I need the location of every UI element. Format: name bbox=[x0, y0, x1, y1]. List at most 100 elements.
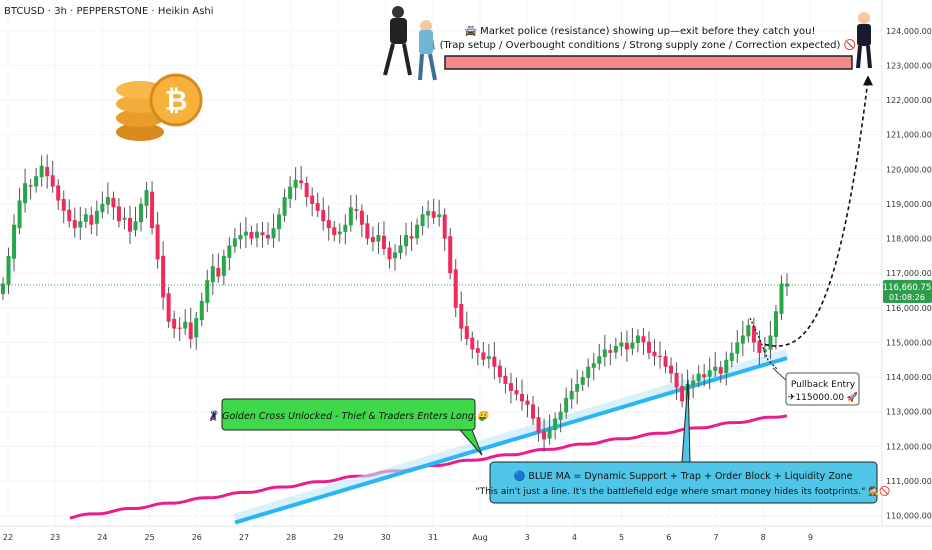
candle-body bbox=[83, 214, 88, 222]
candle-body bbox=[188, 322, 193, 339]
time-tick-label: 24 bbox=[97, 533, 107, 542]
candle-body bbox=[277, 214, 282, 230]
candle-body bbox=[575, 384, 580, 392]
candle-body bbox=[729, 352, 734, 362]
police-chase-illustration bbox=[383, 6, 437, 81]
candle-body bbox=[481, 352, 486, 360]
candle-body bbox=[724, 359, 729, 373]
blue-ma-box bbox=[489, 461, 878, 504]
candle-body bbox=[773, 311, 778, 337]
price-tick-label: 117,000.00 bbox=[886, 269, 932, 278]
candle-body bbox=[531, 404, 536, 419]
golden-cross-pointer bbox=[458, 429, 483, 456]
candle-body bbox=[514, 390, 519, 395]
candle-body bbox=[475, 348, 480, 353]
candle-body bbox=[630, 342, 635, 349]
candle-body bbox=[100, 203, 105, 213]
price-tick-label: 120,000.00 bbox=[886, 165, 932, 174]
candle-body bbox=[658, 355, 663, 358]
candle-body bbox=[359, 210, 364, 225]
candle-body bbox=[691, 380, 696, 386]
candle-body bbox=[332, 227, 337, 236]
candle-body bbox=[404, 235, 409, 247]
candle-body bbox=[28, 185, 33, 187]
candle-body bbox=[740, 335, 745, 344]
candle-body bbox=[591, 363, 596, 368]
candle-body bbox=[376, 235, 381, 242]
blue-ma-text-line2: "This ain't just a line. It's the battle… bbox=[475, 485, 890, 497]
candle-body bbox=[652, 351, 657, 357]
police-officer-illustration bbox=[856, 12, 872, 69]
golden-cross-note[interactable]: 🦹 Golden Cross Unlocked - Thief & Trader… bbox=[207, 398, 491, 456]
candle-body bbox=[558, 411, 563, 420]
candle-body bbox=[508, 383, 513, 391]
candle-body bbox=[580, 377, 585, 385]
candle-body bbox=[470, 337, 475, 350]
pullback-box bbox=[785, 372, 860, 406]
resistance-annotation[interactable]: 🚔 Market police (resistance) showing up—… bbox=[424, 25, 856, 70]
candle-body bbox=[310, 195, 315, 204]
price-tick-label: 115,000.00 bbox=[886, 338, 932, 347]
resistance-zone bbox=[444, 55, 853, 70]
price-tick-label: 113,000.00 bbox=[886, 408, 932, 417]
candle-body bbox=[503, 375, 508, 385]
candle-body bbox=[105, 197, 110, 205]
bitcoin-coins-illustration: ₿ bbox=[116, 73, 203, 141]
candle-body bbox=[343, 224, 348, 232]
candle-body bbox=[232, 238, 237, 247]
candle-body bbox=[243, 231, 248, 236]
candle-body bbox=[260, 232, 265, 236]
annotations-layer bbox=[749, 75, 873, 371]
candle-body bbox=[751, 326, 756, 343]
time-tick-label: 22 bbox=[3, 533, 13, 542]
price-tick-label: 121,000.00 bbox=[886, 131, 932, 140]
candle-body bbox=[547, 429, 552, 439]
candle-body bbox=[326, 220, 331, 229]
candle-body bbox=[133, 221, 138, 231]
candle-body bbox=[459, 303, 464, 329]
candle-body bbox=[486, 356, 491, 360]
time-axis[interactable]: 22 23 24 25 26 27 28 29 30 31 Aug 3 4 5 6 7 8 9 bbox=[3, 533, 813, 542]
candle-body bbox=[199, 300, 204, 321]
candle-body bbox=[707, 370, 712, 377]
blue-ma-note[interactable]: 🔵 BLUE MA = Dynamic Support + Trap + Ord… bbox=[475, 379, 891, 504]
candle-body bbox=[569, 390, 574, 400]
candle-body bbox=[299, 180, 304, 184]
pullback-entry-note[interactable]: Pullback Entry ✈115000.00 🚀 bbox=[772, 367, 860, 406]
candle-body bbox=[288, 186, 293, 199]
candle-body bbox=[619, 342, 624, 347]
candle-body bbox=[608, 350, 613, 353]
candle-body bbox=[155, 224, 160, 260]
candle-body bbox=[150, 191, 155, 229]
candle-body bbox=[663, 356, 668, 367]
golden-cross-box bbox=[221, 398, 476, 431]
candle-body bbox=[564, 397, 569, 413]
time-tick-label: 7 bbox=[713, 533, 718, 542]
time-tick-label: 26 bbox=[192, 533, 202, 542]
candle-body bbox=[492, 356, 497, 367]
candle-body bbox=[172, 318, 177, 329]
candle-body bbox=[586, 366, 591, 378]
candle-body bbox=[205, 280, 210, 303]
candle-body bbox=[271, 228, 276, 239]
time-tick-label: Aug bbox=[472, 533, 488, 542]
time-tick-label: 25 bbox=[145, 533, 155, 542]
candle-body bbox=[50, 175, 55, 187]
pullback-text-line2: ✈115000.00 🚀 bbox=[788, 391, 858, 403]
candle-body bbox=[39, 165, 44, 178]
price-axis[interactable]: 110,000.00 111,000.00 112,000.00 113,000.00… bbox=[886, 27, 932, 521]
candle-body bbox=[431, 211, 436, 218]
candle-body bbox=[635, 335, 640, 344]
candle-body bbox=[116, 206, 121, 222]
candle-body bbox=[785, 283, 789, 287]
candle-body bbox=[282, 197, 287, 216]
candle-body bbox=[337, 231, 342, 235]
candles-group bbox=[1, 154, 789, 452]
candle-body bbox=[713, 366, 718, 371]
candle-body bbox=[464, 326, 469, 339]
candle-body bbox=[757, 340, 762, 353]
chart-title: BTCUSD · 3h · PEPPERSTONE · Heikin Ashi bbox=[4, 6, 214, 17]
price-tick-label: 118,000.00 bbox=[886, 235, 932, 244]
candle-body bbox=[365, 223, 370, 239]
